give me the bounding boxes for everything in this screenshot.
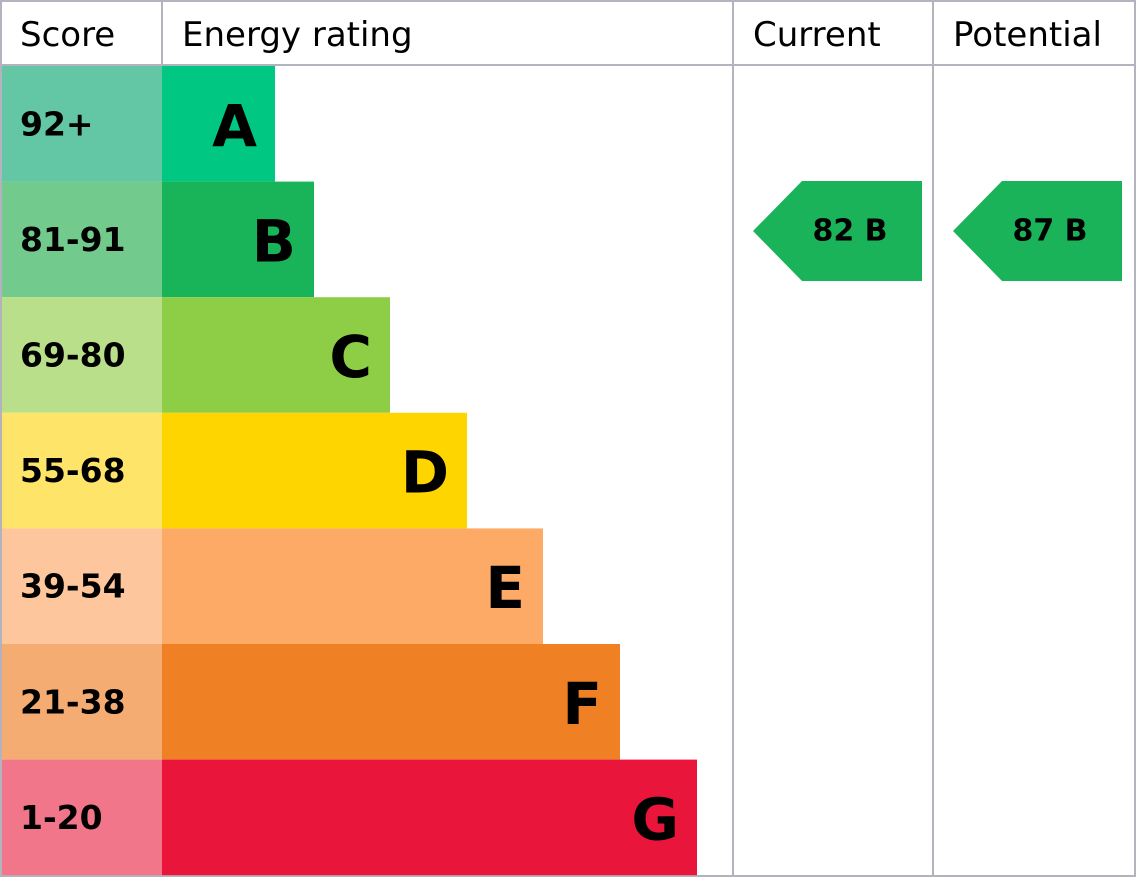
- score-label: 69-80: [20, 336, 126, 375]
- score-cell: [2, 644, 162, 760]
- current-label: 82 B: [812, 214, 887, 249]
- rating-bar: [162, 412, 467, 529]
- score-cell: [2, 297, 162, 413]
- score-label: 1-20: [20, 798, 103, 837]
- header-score: Score: [20, 15, 115, 55]
- rating-bar: [162, 181, 314, 298]
- score-cell: [2, 528, 162, 644]
- rating-letter: D: [401, 439, 449, 507]
- score-label: 81-91: [20, 220, 126, 259]
- potential-label: 87 B: [1012, 214, 1087, 249]
- score-label: 55-68: [20, 451, 126, 490]
- rating-letter: E: [485, 554, 525, 622]
- score-label: 21-38: [20, 682, 126, 721]
- rating-bar: [162, 644, 620, 760]
- score-cell: [2, 66, 162, 182]
- header-current: Current: [753, 15, 881, 55]
- header-rating: Energy rating: [182, 15, 413, 55]
- rating-bar: [162, 297, 390, 413]
- score-label: 39-54: [20, 567, 126, 606]
- score-cell: [2, 759, 162, 876]
- rating-letter: F: [562, 670, 602, 738]
- rating-letter: A: [212, 92, 257, 160]
- bands: 92+ A 81-91 B 69-80 C 55-68 D 39-54 E 21-38 F 1-20 G: [2, 66, 697, 876]
- header-potential: Potential: [953, 15, 1102, 55]
- score-cell: [2, 412, 162, 529]
- potential-arrow: [953, 181, 1122, 281]
- rating-bar: [162, 759, 697, 876]
- score-cell: [2, 181, 162, 298]
- rating-bar: [162, 528, 543, 644]
- rating-bar: [162, 66, 275, 182]
- current-arrow: [753, 181, 922, 281]
- score-label: 92+: [20, 104, 94, 143]
- rating-letter: B: [252, 207, 296, 275]
- rating-letter: G: [631, 785, 679, 853]
- rating-letter: C: [329, 323, 372, 391]
